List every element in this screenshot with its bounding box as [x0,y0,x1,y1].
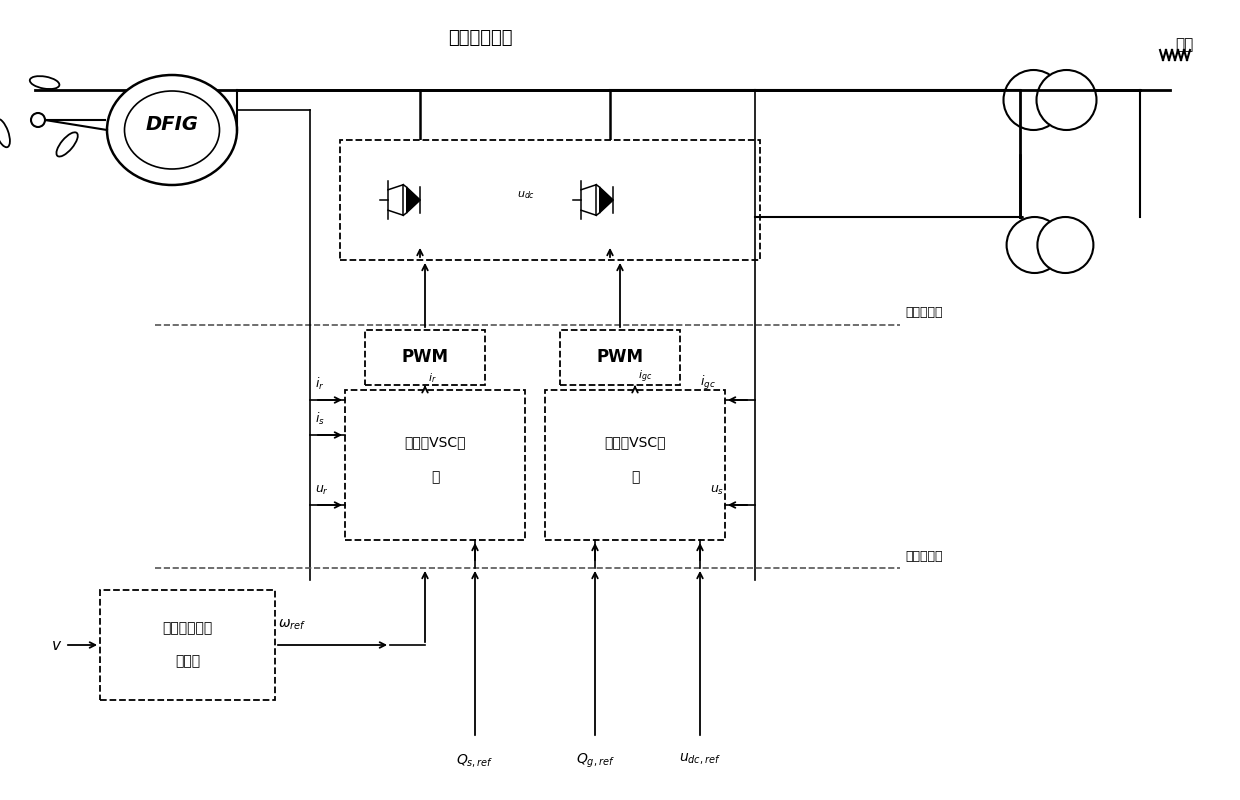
Text: $u_{dc}$: $u_{dc}$ [517,189,536,201]
Bar [355,155,485,245]
Ellipse shape [0,118,10,147]
Bar [100,590,275,700]
Text: 制: 制 [631,470,639,484]
Ellipse shape [30,76,60,89]
Text: 踪控制: 踪控制 [175,654,200,669]
Text: $i_r$: $i_r$ [428,371,436,385]
Text: 第二层控制: 第二层控制 [905,306,942,319]
Ellipse shape [57,132,78,157]
Text: 电网: 电网 [1176,38,1193,53]
Text: $i_{gc}$: $i_{gc}$ [639,369,652,385]
Ellipse shape [107,75,237,185]
Text: $u_s$: $u_s$ [711,484,724,497]
Ellipse shape [124,91,219,169]
Text: 最优风功率跟: 最优风功率跟 [162,622,212,635]
Bar [546,390,725,540]
Text: $i_s$: $i_s$ [315,411,325,427]
Text: 转子侧VSC控: 转子侧VSC控 [404,435,466,450]
Circle shape [1037,70,1096,130]
Text: DFIG: DFIG [145,115,198,134]
Bar [560,330,680,385]
Text: 双馈风电机组: 双馈风电机组 [448,29,512,47]
Bar [340,140,760,260]
Text: $Q_{g,ref}$: $Q_{g,ref}$ [575,752,614,770]
Bar [345,390,525,540]
Circle shape [1038,217,1094,273]
Polygon shape [407,187,420,213]
Text: 第一层控制: 第一层控制 [905,550,942,562]
Polygon shape [600,187,614,213]
Bar [365,330,485,385]
Text: $i_r$: $i_r$ [315,376,325,392]
Text: $i_{gc}$: $i_{gc}$ [701,374,715,392]
Text: 定子侧VSC控: 定子侧VSC控 [604,435,666,450]
Text: $v$: $v$ [51,638,62,653]
Text: $u_r$: $u_r$ [315,484,329,497]
Text: 制: 制 [430,470,439,484]
Circle shape [31,113,45,127]
Text: PWM: PWM [402,349,449,366]
Text: PWM: PWM [596,349,644,366]
Circle shape [1003,70,1064,130]
Text: $u_{dc,ref}$: $u_{dc,ref}$ [680,752,720,767]
Text: $Q_{s,ref}$: $Q_{s,ref}$ [456,752,494,769]
Circle shape [1007,217,1063,273]
Bar [546,155,675,245]
Text: $\omega_{ref}$: $\omega_{ref}$ [278,618,306,632]
